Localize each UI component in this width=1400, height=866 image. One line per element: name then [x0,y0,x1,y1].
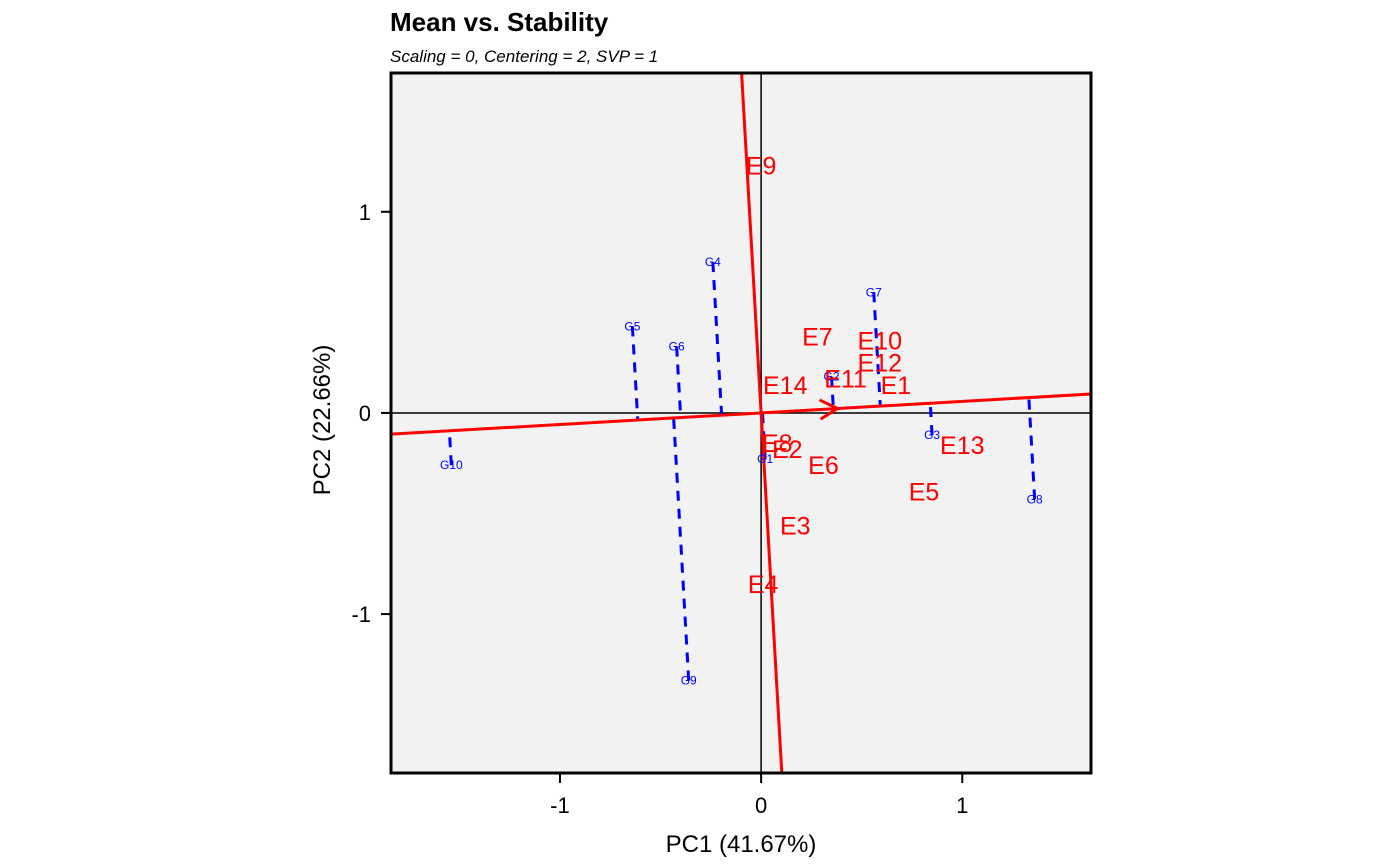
environment-label-e4: E4 [748,571,779,599]
aec-arrow-head [818,398,841,421]
genotype-label-g2: G2 [824,370,840,384]
genotype-label-g9: G9 [681,673,697,687]
genotype-label-g6: G6 [669,340,685,354]
aec-ordinate-line [740,73,784,773]
projection-line-g6 [675,346,683,418]
projection-line-g10 [447,430,453,466]
x-tick-label: 0 [755,793,767,818]
environment-label-e7: E7 [802,324,833,352]
genotype-label-g7: G7 [866,285,882,299]
chart-subtitle: Scaling = 0, Centering = 2, SVP = 1 [390,47,658,66]
plot-background [391,73,1091,773]
environment-label-e6: E6 [808,452,839,480]
x-tick-label: 1 [956,793,968,818]
y-tick-label: 1 [359,200,371,225]
projection-line-g7 [872,292,882,407]
environment-label-e13: E13 [940,432,984,460]
y-tick-label: -1 [351,602,371,627]
y-tick-label: 0 [359,401,371,426]
x-tick-label: -1 [550,793,570,818]
environment-label-e8: E8 [762,430,793,458]
projection-line-g5 [630,326,640,421]
environment-label-e3: E3 [780,513,811,541]
genotype-label-g5: G5 [624,319,640,333]
projection-line-g2 [830,376,835,409]
aec-abscissa-line [391,392,1091,436]
x-axis-title: PC1 (41.67%) [666,831,817,858]
environment-label-e5: E5 [909,478,940,506]
y-axis-title: PC2 (22.66%) [309,345,336,496]
environment-label-e14: E14 [763,372,808,400]
plot-border [389,71,1093,775]
projection-line-g4 [711,261,724,416]
environment-label-e12: E12 [858,350,902,378]
environment-label-e10: E10 [858,328,902,356]
projection-line-g3 [928,403,934,436]
genotype-label-g3: G3 [924,428,940,442]
genotype-label-g1: G1 [757,452,773,466]
genotype-label-g4: G4 [705,255,721,269]
projection-line-g9 [672,417,691,681]
environment-label-e2: E2 [772,436,803,464]
chart-title: Mean vs. Stability [390,7,609,37]
environment-label-e9: E9 [746,153,777,181]
genotype-label-g8: G8 [1027,492,1043,506]
environment-label-e1: E1 [881,372,912,400]
genotype-label-g10: G10 [440,458,463,472]
environment-label-e11: E11 [824,366,867,394]
